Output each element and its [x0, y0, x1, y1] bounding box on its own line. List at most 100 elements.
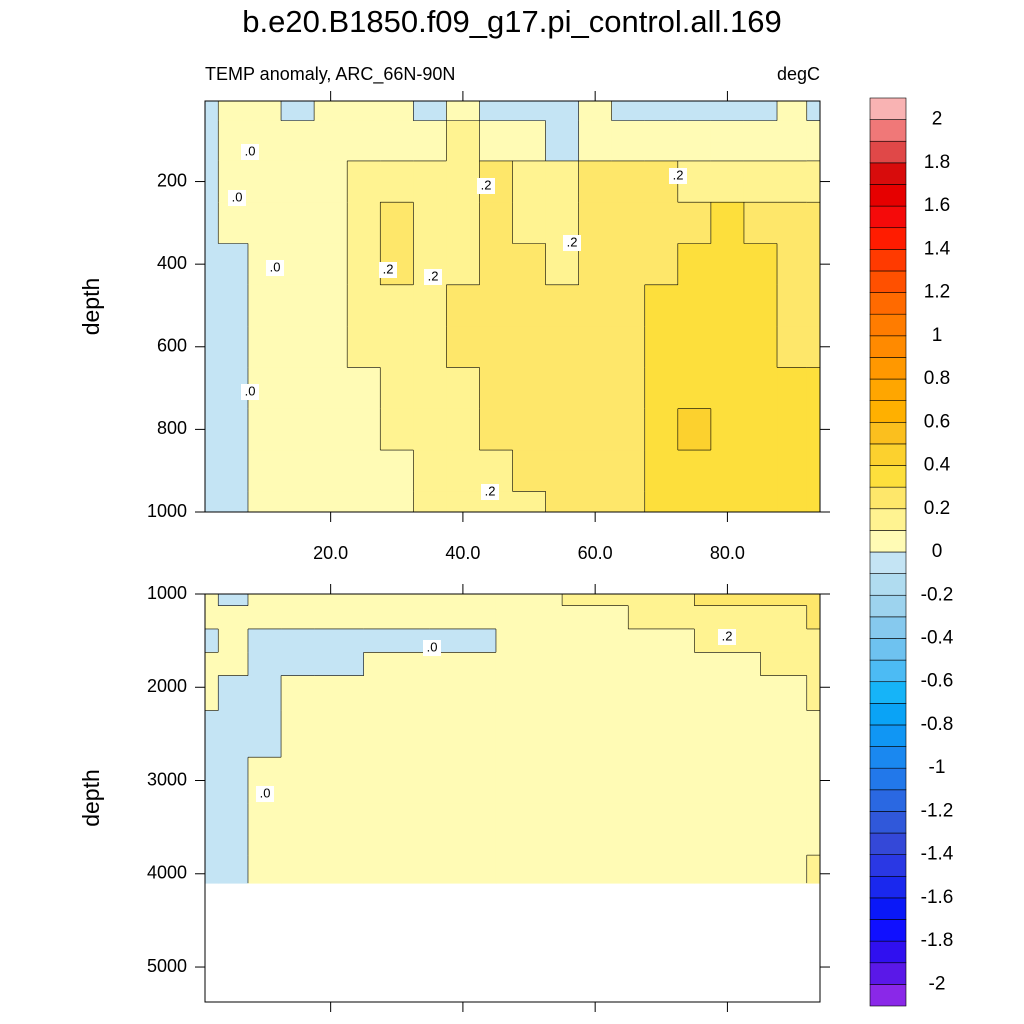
- contour-cell: [429, 605, 497, 630]
- contour-cell: [205, 326, 219, 368]
- contour-cell: [281, 757, 315, 805]
- contour-cell: [429, 628, 497, 653]
- contour-cell: [710, 202, 745, 245]
- contour-cell: [677, 243, 712, 286]
- contour-cell: [760, 652, 808, 677]
- contour-cell: [247, 652, 282, 677]
- contour-cell: [710, 326, 745, 368]
- contour-cell: [694, 605, 761, 630]
- contour-cell: [281, 803, 315, 856]
- contour-cell: [281, 202, 315, 245]
- y-tick-label: 1000: [147, 583, 187, 603]
- colorbar-box: [869, 897, 907, 920]
- colorbar-box: [869, 378, 907, 401]
- contour-cell: [380, 367, 414, 410]
- contour-cell: [611, 408, 646, 451]
- contour-cell: [710, 101, 745, 122]
- contour-cell: [347, 101, 381, 122]
- contour-label-box: [228, 190, 246, 206]
- contour-cell: [545, 367, 580, 410]
- contour-cell: [545, 160, 580, 203]
- contour-cell: [644, 450, 679, 492]
- contour-cell: [314, 628, 365, 653]
- contour-cell: [347, 450, 381, 492]
- contour-cell: [281, 367, 315, 410]
- contour-cell: [694, 652, 761, 677]
- contour-cell: [760, 594, 808, 607]
- contour-cell: [314, 243, 348, 286]
- contour-cell: [205, 284, 219, 327]
- colorbar-tick-label: 0.6: [924, 411, 950, 432]
- contour-cell: [205, 243, 219, 286]
- contour-cell: [760, 675, 808, 712]
- contour-cell: [247, 675, 282, 712]
- contour-cell: [363, 594, 431, 607]
- contour-cell: [512, 160, 547, 203]
- contour-cell: [247, 491, 282, 513]
- contour-cell: [363, 675, 431, 712]
- contour-cell: [760, 710, 808, 758]
- colorbar-box: [869, 140, 907, 164]
- contour-cell: [281, 710, 315, 758]
- contour-cell: [806, 326, 821, 368]
- contour-cell: [446, 326, 480, 368]
- contour-cell: [446, 101, 480, 122]
- colorbar-box: [869, 594, 907, 618]
- contour-cell: [777, 450, 808, 492]
- contour-cell: [495, 605, 563, 630]
- colorbar-box: [869, 421, 907, 445]
- contour-cell: [562, 803, 629, 856]
- contour-cell: [644, 408, 679, 451]
- contour-cell: [479, 101, 513, 122]
- contour-cell: [314, 675, 365, 712]
- contour-cell: [495, 757, 563, 805]
- contour-label-box: [424, 269, 442, 285]
- contour-cell: [545, 101, 580, 122]
- contour-cell: [413, 120, 447, 162]
- contour-cell: [562, 628, 629, 653]
- contour-cell: [777, 491, 808, 513]
- contour-cell: [218, 326, 249, 368]
- colorbar-tick-label: -0.2: [921, 584, 954, 605]
- colorbar-tick-label: 0.2: [924, 498, 950, 519]
- contour-cell: [512, 243, 547, 286]
- contour-cell: [644, 326, 679, 368]
- contour-cell: [281, 594, 315, 607]
- contour-cell: [806, 367, 821, 410]
- plot-frame: [204, 593, 821, 1003]
- y-tick-label: 5000: [147, 956, 187, 976]
- contour-label-box: [423, 640, 441, 656]
- contour-cell: [611, 491, 646, 513]
- contour-cell: [743, 160, 778, 203]
- colorbar-box: [869, 681, 907, 704]
- colorbar-box: [869, 249, 907, 272]
- contour-cell: [247, 628, 282, 653]
- contour-cell: [347, 243, 381, 286]
- contour-cell: [611, 120, 646, 162]
- contour-cell: [446, 202, 480, 245]
- contour-cell: [218, 710, 249, 758]
- colorbar-box: [869, 940, 907, 964]
- contour-cell: [479, 367, 513, 410]
- contour-cell: [644, 101, 679, 122]
- contour-cell: [578, 491, 613, 513]
- contour-cell: [380, 408, 414, 451]
- contour-cell: [247, 605, 282, 630]
- contour-cell: [710, 120, 745, 162]
- contour-cell: [446, 160, 480, 203]
- contour-cell: [205, 710, 219, 758]
- contour-cell: [314, 605, 365, 630]
- contour-cell: [806, 101, 821, 122]
- contour-cell: [562, 652, 629, 677]
- colorbar-tick-label: 1.4: [924, 238, 951, 259]
- contour-cell: [205, 202, 219, 245]
- contour-cell: [806, 243, 821, 286]
- colorbar-box: [869, 789, 907, 812]
- colorbar-box: [869, 767, 907, 791]
- contour-cell: [760, 605, 808, 630]
- contour-cell: [413, 408, 447, 451]
- contour-cell: [743, 101, 778, 122]
- contour-cell: [611, 326, 646, 368]
- y-tick-label: 1000: [147, 501, 187, 521]
- contour-cell: [218, 101, 249, 122]
